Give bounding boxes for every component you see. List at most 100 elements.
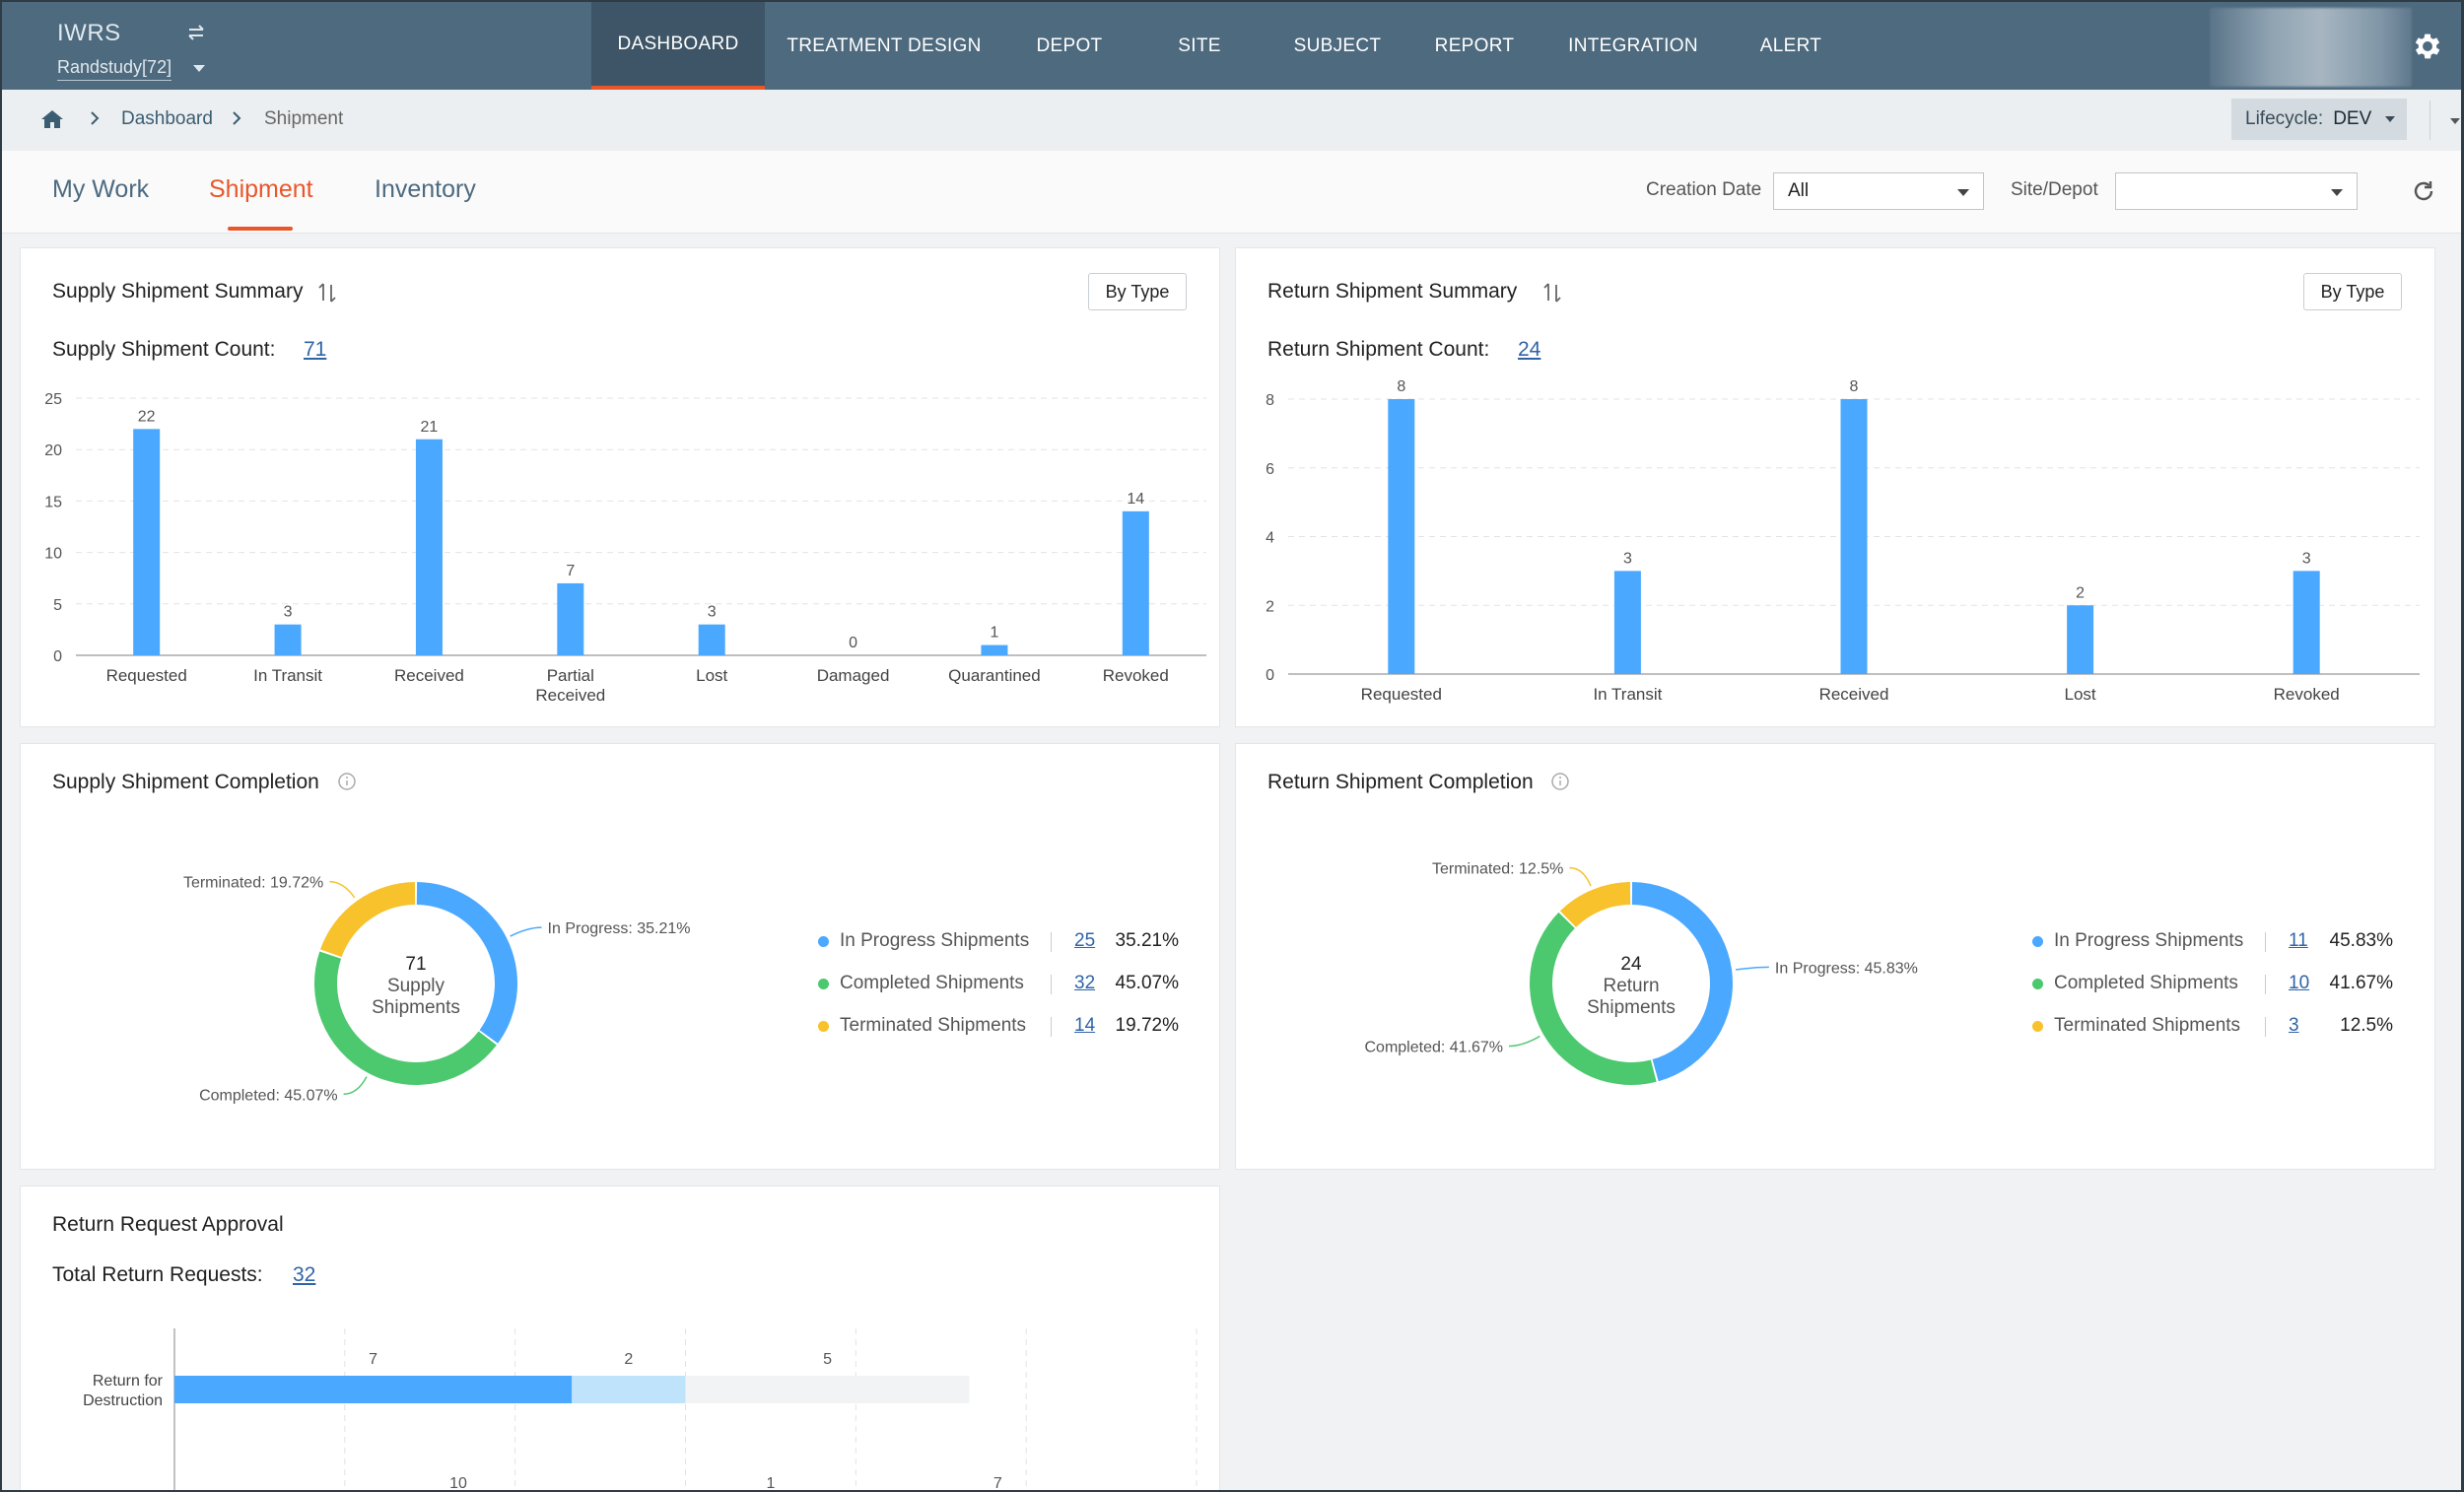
card-title: Return Request Approval: [52, 1213, 284, 1236]
card-title: Return Shipment Completion: [1267, 771, 1534, 793]
site-depot-select[interactable]: [2115, 172, 2358, 210]
refresh-icon[interactable]: [2411, 178, 2436, 204]
completed-pct: 45.07%: [1115, 973, 1179, 993]
y-tick-label: 25: [44, 391, 62, 408]
bar-value-label: 1: [990, 625, 998, 642]
nav-tab-dashboard[interactable]: DASHBOARD: [591, 2, 765, 90]
y-tick-label: 20: [44, 442, 62, 459]
nav-tab-depot[interactable]: DEPOT: [1036, 34, 1103, 56]
in-progress-pct: 35.21%: [1115, 930, 1179, 951]
tab-my-work[interactable]: My Work: [52, 175, 150, 203]
site-depot-label: Site/Depot: [2011, 179, 2098, 200]
bar-value-label: 21: [421, 419, 439, 436]
nav-tab-treatment-design[interactable]: TREATMENT DESIGN: [787, 34, 982, 56]
x-tick-label: Received: [1819, 685, 1889, 704]
y-tick-label: 2: [1266, 598, 1274, 615]
legend-label: In Progress Shipments: [840, 930, 1030, 951]
info-icon[interactable]: [337, 772, 357, 791]
bar-value-label: 3: [1623, 550, 1632, 567]
nav-tab-integration[interactable]: INTEGRATION: [1568, 34, 1698, 56]
in-progress-count-link[interactable]: 25: [1074, 930, 1096, 951]
study-name[interactable]: Randstudy[72]: [57, 57, 172, 81]
lifecycle-label: Lifecycle:: [2245, 108, 2324, 129]
return-count-link[interactable]: 24: [1518, 338, 1541, 361]
callout-label: Completed: 41.67%: [1365, 1040, 1503, 1056]
lifecycle-value: DEV: [2333, 108, 2372, 129]
study-switcher[interactable]: IWRS Randstudy[72]: [57, 20, 172, 81]
by-type-button[interactable]: By Type: [2303, 273, 2402, 310]
sort-icon[interactable]: [317, 282, 337, 304]
nav-tab-report[interactable]: REPORT: [1434, 34, 1515, 56]
nav-tab-subject[interactable]: SUBJECT: [1293, 34, 1382, 56]
tab-inventory[interactable]: Inventory: [375, 175, 476, 203]
supply-count-label: Supply Shipment Count:: [52, 338, 276, 361]
completed-count-link[interactable]: 10: [2289, 973, 2310, 993]
info-icon[interactable]: [1550, 772, 1570, 791]
divider: [2265, 1017, 2266, 1037]
breadcrumb-dashboard[interactable]: Dashboard: [121, 108, 213, 129]
terminated-count-link[interactable]: 3: [2289, 1015, 2299, 1036]
x-tick-label: Revoked: [2274, 685, 2340, 704]
chevron-down-icon: [2331, 189, 2343, 196]
lifecycle-selector[interactable]: Lifecycle: DEV: [2231, 99, 2407, 140]
callout-label: In Progress: 45.83%: [1775, 960, 1918, 977]
callout-line: [1735, 966, 1769, 971]
return-completion-donut-chart: In Progress: 45.83% Completed: 41.67% Term…: [1365, 861, 1918, 1085]
x-tick-label: Partial: [547, 666, 594, 685]
swap-arrows-icon[interactable]: [185, 24, 207, 41]
legend-completed: Completed Shipments: [2032, 973, 2238, 994]
donut-slice: [314, 951, 497, 1085]
gear-icon[interactable]: [2411, 30, 2444, 63]
top-navigation-bar: IWRS Randstudy[72] DASHBOARD TREATMENT D…: [2, 2, 2461, 90]
bar-value-label: 7: [566, 563, 575, 579]
creation-date-select[interactable]: All: [1773, 172, 1984, 210]
chevron-down-icon: [2385, 116, 2396, 122]
bar: [1613, 571, 1641, 674]
bar: [981, 644, 1008, 655]
bar: [2293, 571, 2320, 674]
donut-slice: [319, 882, 416, 958]
bar-value-label: 7: [993, 1475, 1002, 1490]
chevron-down-icon: [1957, 189, 1969, 196]
completed-count-link[interactable]: 32: [1074, 973, 1096, 993]
bar-segment: [174, 1376, 573, 1403]
return-summary-bar-chart: 0 2 4 6 8 8 Requested 3 In Transit 8 Received 2 Lost…: [1266, 378, 2420, 704]
bar-value-label: 8: [1850, 378, 1859, 395]
divider: [1051, 975, 1052, 994]
y-tick-label: 8: [1266, 392, 1274, 409]
legend-dot: [818, 1021, 829, 1032]
bar: [274, 624, 302, 655]
bar-value-label: 3: [708, 604, 717, 621]
chevron-down-icon[interactable]: [2450, 118, 2460, 124]
chevron-down-icon[interactable]: [193, 65, 205, 72]
divider: [2265, 932, 2266, 952]
terminated-count-link[interactable]: 14: [1074, 1015, 1096, 1036]
y-tick-label: Destruction: [83, 1392, 163, 1409]
bar-value-label: 3: [284, 604, 293, 621]
sort-icon[interactable]: [1542, 282, 1562, 304]
supply-count-link[interactable]: 71: [304, 338, 327, 361]
terminated-pct: 19.72%: [1115, 1015, 1179, 1036]
nav-tab-site[interactable]: SITE: [1178, 34, 1221, 56]
bar-value-label: 3: [2302, 550, 2311, 567]
legend-label: Terminated Shipments: [2054, 1015, 2241, 1036]
bar-value-label: 7: [369, 1351, 377, 1368]
card-title: Return Shipment Summary: [1267, 280, 1518, 303]
divider: [1051, 932, 1052, 952]
bar: [133, 429, 161, 655]
home-icon[interactable]: [39, 107, 65, 131]
bar: [1122, 510, 1149, 655]
tab-shipment[interactable]: Shipment: [209, 175, 313, 203]
legend-label: Completed Shipments: [840, 973, 1024, 993]
card-title: Supply Shipment Completion: [52, 771, 319, 793]
user-profile-avatar[interactable]: [2210, 8, 2412, 87]
by-type-button[interactable]: By Type: [1088, 273, 1187, 310]
app-name: IWRS: [57, 20, 121, 46]
in-progress-count-link[interactable]: 11: [2289, 930, 2308, 951]
return-requests-count-link[interactable]: 32: [293, 1263, 316, 1286]
bar-value-label: 22: [138, 408, 156, 425]
x-tick-label: Damaged: [817, 666, 890, 685]
bar-value-label: 0: [849, 635, 857, 651]
nav-tab-alert[interactable]: ALERT: [1759, 34, 1822, 56]
donut-center-label: Return: [1603, 976, 1659, 996]
